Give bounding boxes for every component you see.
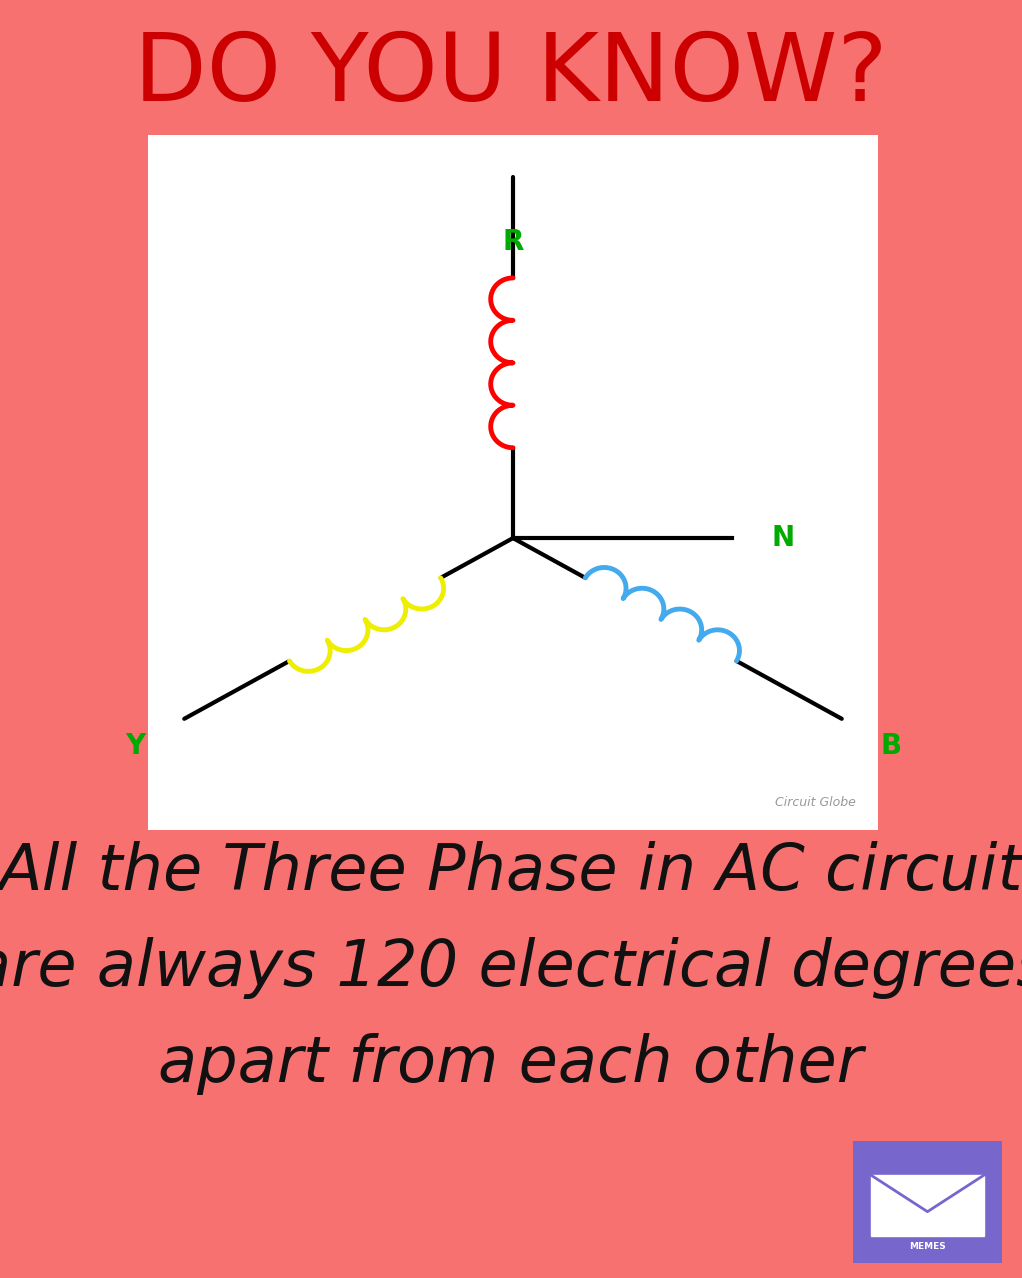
Text: R: R bbox=[502, 227, 523, 256]
Text: Circuit Globe: Circuit Globe bbox=[776, 796, 856, 809]
Text: N: N bbox=[772, 524, 795, 552]
Polygon shape bbox=[871, 1176, 984, 1236]
Text: DO YOU KNOW?: DO YOU KNOW? bbox=[134, 29, 888, 121]
Text: MEMES: MEMES bbox=[910, 1241, 945, 1250]
Text: All the Three Phase in AC circuit
are always 120 electrical degrees
apart from e: All the Three Phase in AC circuit are al… bbox=[0, 841, 1022, 1095]
Text: Y: Y bbox=[125, 732, 145, 760]
Bar bbox=[148, 135, 878, 829]
FancyBboxPatch shape bbox=[846, 1135, 1009, 1269]
Text: B: B bbox=[881, 732, 901, 760]
